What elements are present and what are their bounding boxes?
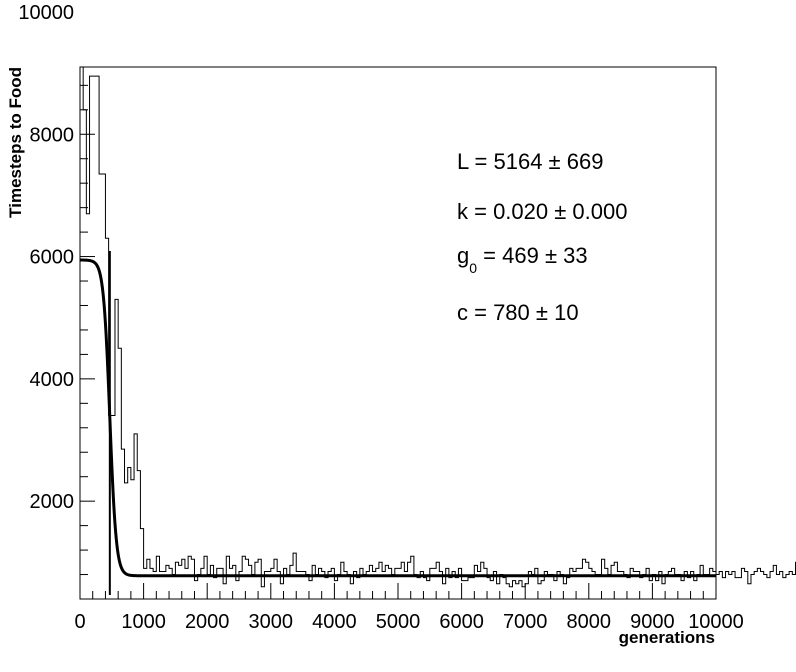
x-tick-label: 10000 [688,611,744,633]
x-tick-label: 9000 [630,611,675,633]
annotation-g0-symbol: g [457,243,469,268]
x-tick-label: 2000 [185,611,230,633]
annotation-k: k = 0.020 ± 0.000 [457,199,627,224]
y-tick-label: 4000 [30,369,75,391]
x-tick-label: 0 [74,611,85,633]
x-tick-label: 1000 [121,611,166,633]
x-tick-label: 6000 [439,611,484,633]
x-tick-label: 4000 [312,611,357,633]
y-tick-label: 8000 [30,124,75,146]
annotation-g0: g0 = 469 ± 33 [457,243,588,276]
y-tick-label: 2000 [30,491,75,513]
x-tick-label: 5000 [376,611,421,633]
plot-frame [79,66,717,600]
x-tick-label: 7000 [503,611,548,633]
y-tick-label: 10000 [18,2,74,24]
x-axis-title: generations [619,628,715,647]
x-tick-label: 8000 [567,611,612,633]
annotation-c: c = 780 ± 10 [457,300,579,325]
y-axis-ticks [80,84,95,600]
histogram-series [80,66,796,588]
fit-curve [79,258,716,578]
y-axis-title: Timesteps to Food [6,67,25,218]
y-tick-label: 6000 [30,247,75,269]
annotation-g0-subscript: 0 [469,260,477,276]
x-tick-labels: 0 1000 2000 3000 4000 5000 6000 7000 8000 9000 100… [74,611,743,633]
x-axis-ticks [79,583,717,599]
x-tick-label: 3000 [249,611,294,633]
annotation-L: L = 5164 ± 669 [457,149,603,174]
y-tick-labels: 2000 4000 6000 8000 10000 [18,2,74,513]
annotation-g0-value: = 469 ± 33 [477,243,588,268]
